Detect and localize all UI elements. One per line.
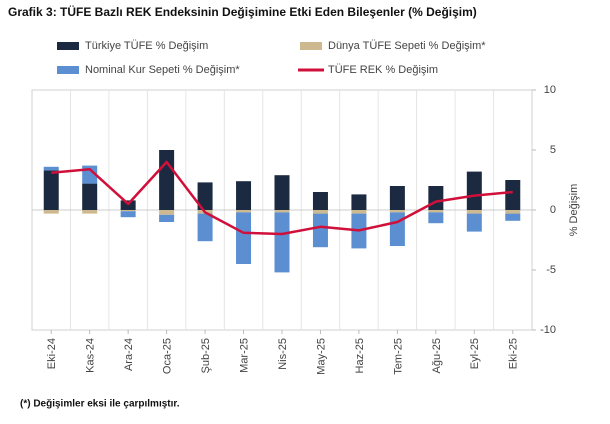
y-tick-label: 10 <box>544 84 556 96</box>
bar <box>197 182 213 210</box>
bar <box>351 210 367 214</box>
x-tick-label: Ara-24 <box>123 338 135 371</box>
bar <box>236 212 252 264</box>
x-tick-label: Haz-25 <box>354 338 366 373</box>
legend-swatch <box>300 42 322 50</box>
bar <box>159 214 175 222</box>
legend-swatch <box>57 42 79 50</box>
bar <box>389 210 405 213</box>
bar <box>466 213 482 232</box>
legend-label: Nominal Kur Sepeti % Değişim* <box>85 64 240 76</box>
x-tick-label: May-25 <box>315 338 327 375</box>
bar <box>82 183 98 210</box>
y-tick-label: -10 <box>540 324 556 336</box>
bar <box>159 210 175 215</box>
x-tick-label: Nis-25 <box>277 338 289 370</box>
x-tick-label: Mar-25 <box>238 338 250 373</box>
bar <box>274 210 290 213</box>
bar <box>428 212 444 224</box>
x-tick-label: Ağu-25 <box>431 338 443 373</box>
bar <box>236 210 252 213</box>
x-tick-label: Tem-25 <box>392 338 404 375</box>
bar <box>389 186 405 210</box>
legend-label: Dünya TÜFE Sepeti % Değişim* <box>328 40 486 52</box>
bar <box>505 210 521 214</box>
bar <box>312 213 328 248</box>
bar <box>43 210 59 214</box>
x-tick-label: Kas-24 <box>85 338 97 373</box>
bar <box>505 180 521 210</box>
x-tick-label: Eki-25 <box>508 338 520 369</box>
x-tick-label: Eki-24 <box>46 338 58 369</box>
bar <box>197 213 213 242</box>
legend-swatch <box>57 66 79 74</box>
bar <box>312 210 328 214</box>
bar <box>505 213 521 221</box>
bar <box>159 150 175 210</box>
x-tick-label: Oca-25 <box>162 338 174 374</box>
bar <box>428 210 444 213</box>
x-tick-label: Şub-25 <box>200 338 212 373</box>
bar <box>120 211 136 218</box>
bar <box>351 194 367 210</box>
chart-title: Grafik 3: TÜFE Bazlı REK Endeksinin Deği… <box>8 4 477 19</box>
footnote: (*) Değişimler eksi ile çarpılmıştır. <box>20 399 180 410</box>
bar <box>428 186 444 210</box>
bar <box>274 212 290 273</box>
bar <box>466 210 482 214</box>
bar <box>236 181 252 210</box>
bar <box>466 171 482 210</box>
bar <box>389 212 405 246</box>
bar <box>82 210 98 214</box>
bar <box>274 175 290 210</box>
y-tick-label: 5 <box>550 144 556 156</box>
y-axis-label: % Değişim <box>568 184 580 237</box>
line <box>51 160 513 236</box>
y-tick-label: 0 <box>550 204 556 216</box>
legend-label: TÜFE REK % Değişim <box>328 64 438 76</box>
bar <box>120 210 136 212</box>
bar <box>43 170 59 210</box>
bar <box>43 166 59 171</box>
y-tick-label: -5 <box>546 264 556 276</box>
bar <box>312 192 328 210</box>
legend-label: Türkiye TÜFE % Değişim <box>85 40 208 52</box>
x-tick-label: Eyl-25 <box>469 338 481 369</box>
